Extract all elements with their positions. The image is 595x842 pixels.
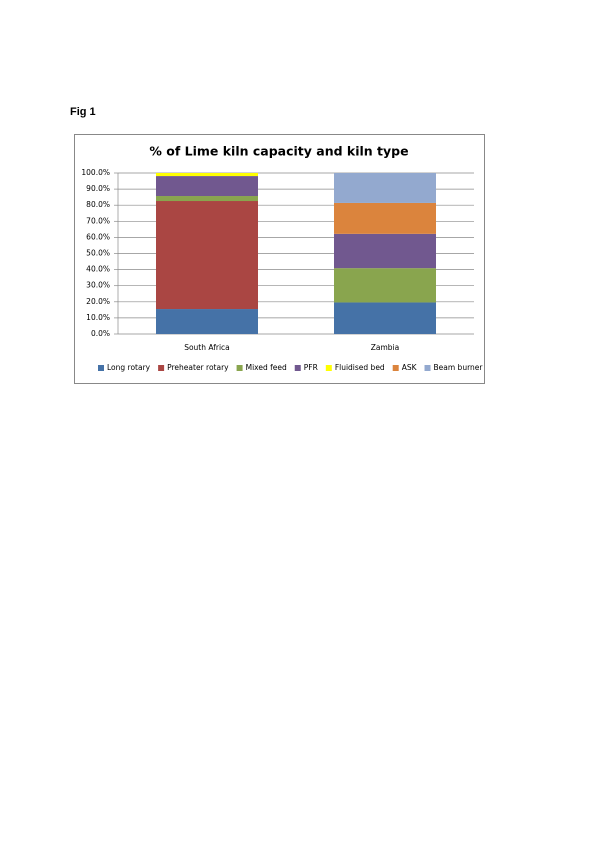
legend-label: Beam burner bbox=[434, 363, 484, 372]
legend-label: ASK bbox=[402, 363, 418, 372]
bar-segment bbox=[334, 302, 436, 334]
legend-swatch bbox=[158, 365, 165, 371]
bar-segment bbox=[156, 201, 258, 310]
legend-swatch bbox=[325, 365, 332, 371]
bar-segment bbox=[156, 173, 258, 177]
y-tick-label: 80.0% bbox=[86, 200, 110, 209]
y-tick-label: 30.0% bbox=[86, 281, 110, 290]
legend-swatch bbox=[424, 365, 431, 371]
legend-label: Fluidised bed bbox=[335, 363, 385, 372]
legend-label: PFR bbox=[304, 363, 318, 372]
y-tick-label: 40.0% bbox=[86, 265, 110, 274]
bar-segment bbox=[334, 233, 436, 269]
chart-title: % of Lime kiln capacity and kiln type bbox=[149, 144, 408, 159]
y-tick-label: 90.0% bbox=[86, 184, 110, 193]
bar-segment bbox=[334, 268, 436, 303]
figure-label: Fig 1 bbox=[70, 106, 96, 118]
y-tick-label: 10.0% bbox=[86, 313, 110, 322]
legend-label: Long rotary bbox=[107, 363, 151, 372]
x-tick-label: South Africa bbox=[184, 343, 230, 352]
bar-segment bbox=[156, 196, 258, 202]
bar-segment bbox=[334, 202, 436, 234]
legend-swatch bbox=[392, 365, 399, 371]
legend-swatch bbox=[98, 365, 104, 371]
legend-label: Mixed feed bbox=[246, 363, 287, 372]
legend-swatch bbox=[294, 365, 301, 371]
y-tick-label: 70.0% bbox=[86, 216, 110, 225]
bar-segment bbox=[156, 176, 258, 197]
bar-segment bbox=[334, 173, 436, 203]
x-tick-label: Zambia bbox=[371, 343, 399, 352]
legend-swatch bbox=[236, 365, 243, 371]
y-tick-label: 100.0% bbox=[81, 168, 110, 177]
bar-segment bbox=[156, 309, 258, 334]
y-tick-label: 20.0% bbox=[86, 297, 110, 306]
legend-label: Preheater rotary bbox=[167, 363, 229, 372]
y-tick-label: 50.0% bbox=[86, 249, 110, 258]
y-tick-label: 60.0% bbox=[86, 232, 110, 241]
y-tick-label: 0.0% bbox=[91, 329, 110, 338]
